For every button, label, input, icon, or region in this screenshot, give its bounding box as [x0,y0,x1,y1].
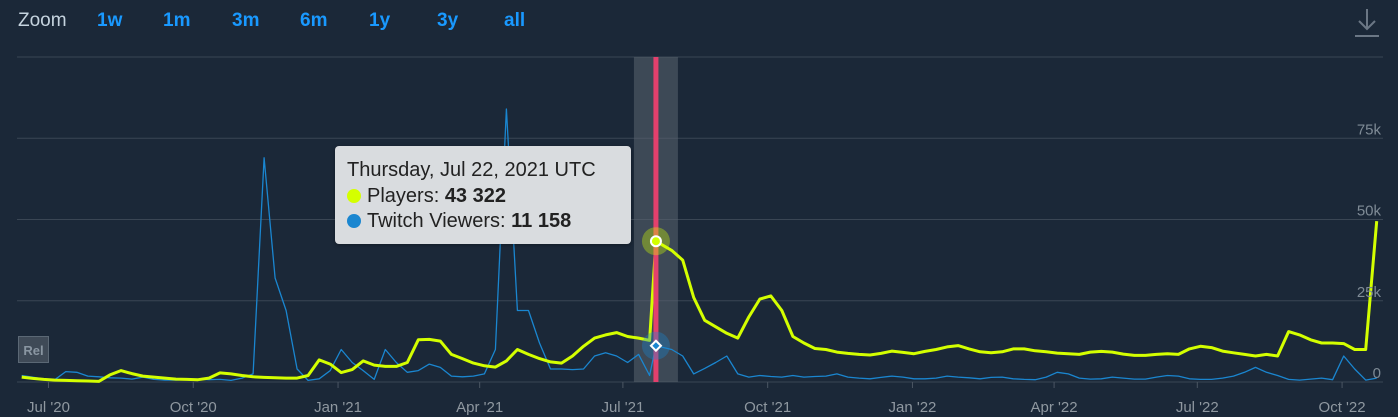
x-tick-label: Oct '22 [1319,399,1366,416]
chart-tooltip: Thursday, Jul 22, 2021 UTC Players: 43 3… [335,146,631,244]
tooltip-players-value: 43 322 [444,185,506,207]
tooltip-viewers-value: 11 158 [511,210,572,232]
players-dot-icon [347,189,361,203]
x-tick-label: Jul '20 [27,399,70,416]
twitch-viewers-series-line [21,108,1377,382]
zoom-1y-button[interactable]: 1y [369,10,391,31]
zoom-1w-button[interactable]: 1w [97,10,123,31]
zoom-3m-button[interactable]: 3m [232,10,260,31]
chart-grid [17,56,1383,383]
x-tick-label: Jan '22 [889,399,937,416]
y-tick-label: 0 [1373,365,1381,382]
download-icon[interactable] [1352,6,1382,40]
zoom-3y-button[interactable]: 3y [437,10,459,31]
y-tick-label: 50k [1357,203,1382,220]
x-tick-label: Jul '22 [1176,399,1219,416]
y-tick-label: 25k [1357,284,1382,301]
zoom-label: Zoom [18,10,67,31]
zoom-toolbar: Zoom 1w 1m 3m 6m 1y 3y all [0,0,1398,44]
x-tick-label: Oct '21 [744,399,791,416]
x-tick-label: Jan '21 [314,399,362,416]
zoom-6m-button[interactable]: 6m [300,10,328,31]
x-tick-label: Jul '21 [601,399,644,416]
tooltip-players-label: Players: [367,185,440,207]
tooltip-date: Thursday, Jul 22, 2021 UTC [347,159,596,181]
tooltip-viewers-row: Twitch Viewers: 11 158 [347,210,571,233]
zoom-1m-button[interactable]: 1m [163,10,191,31]
players-hover-point [649,235,662,248]
x-axis: Jul '20 Oct '20 Jan '21 Apr '21 Jul '21 Oct '… [27,382,1366,416]
tooltip-players-row: Players: 43 322 [347,185,506,208]
tooltip-viewers-label: Twitch Viewers: [367,210,506,232]
viewers-dot-icon [347,214,361,228]
rel-button[interactable]: Rel [18,336,49,363]
players-series-line [21,220,1379,383]
x-tick-label: Oct '20 [170,399,217,416]
x-tick-label: Apr '21 [456,399,503,416]
zoom-all-button[interactable]: all [504,10,526,31]
x-tick-label: Apr '22 [1031,399,1078,416]
viewers-hover-point [649,339,663,353]
y-tick-label: 75k [1357,121,1382,138]
y-axis: 0 25k 50k 75k [1357,121,1382,382]
